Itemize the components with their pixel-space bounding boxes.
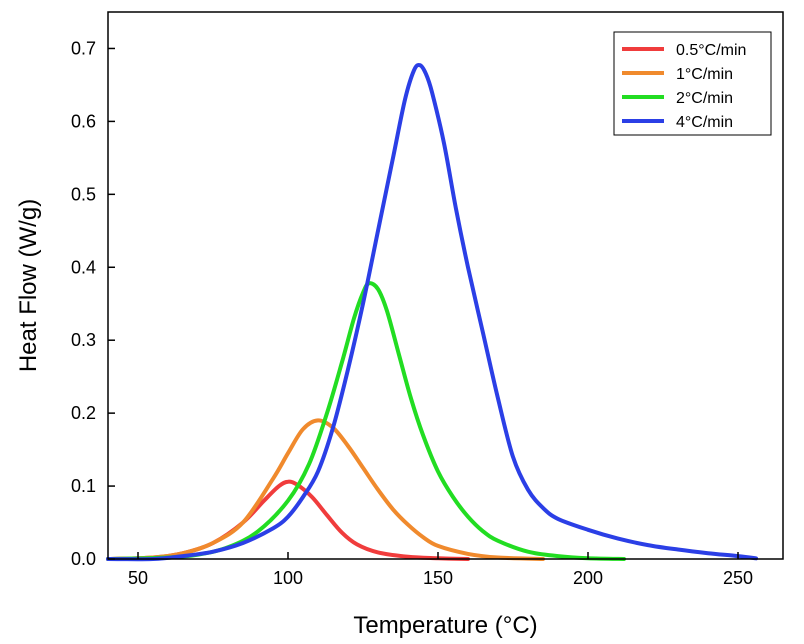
y-tick-label: 0.4 [71,257,96,277]
series-line-1 [106,418,545,561]
legend-label: 4°C/min [676,114,733,131]
legend-label: 1°C/min [676,66,733,83]
y-tick-label: 0.1 [71,476,96,496]
y-axis: 0.0 0.1 0.2 0.3 0.4 0.5 0.6 0.7 [71,38,115,569]
y-tick-label: 0.3 [71,330,96,350]
x-axis-title: Temperature (°C) [353,612,537,639]
x-axis: 50 100 150 200 250 [128,552,753,588]
x-tick-label: 250 [723,568,753,588]
y-tick-label: 0.6 [71,111,96,131]
x-tick-label: 100 [273,568,303,588]
series-line-2 [106,281,626,561]
series-line-0 [106,479,470,561]
legend-label: 0.5°C/min [676,42,746,59]
plot-frame [107,11,784,560]
series-curves [106,62,758,562]
x-tick-label: 50 [128,568,148,588]
x-tick-label: 150 [423,568,453,588]
y-tick-label: 0.5 [71,184,96,204]
x-tick-label: 200 [573,568,603,588]
y-tick-label: 0.2 [71,403,96,423]
legend: 0.5°C/min 1°C/min 2°C/min 4°C/min [613,31,772,136]
y-tick-label: 0.7 [71,38,96,58]
y-axis-title: Heat Flow (W/g) [15,199,42,372]
series-line-3 [106,62,758,562]
y-tick-label: 0.0 [71,549,96,569]
legend-label: 2°C/min [676,90,733,107]
